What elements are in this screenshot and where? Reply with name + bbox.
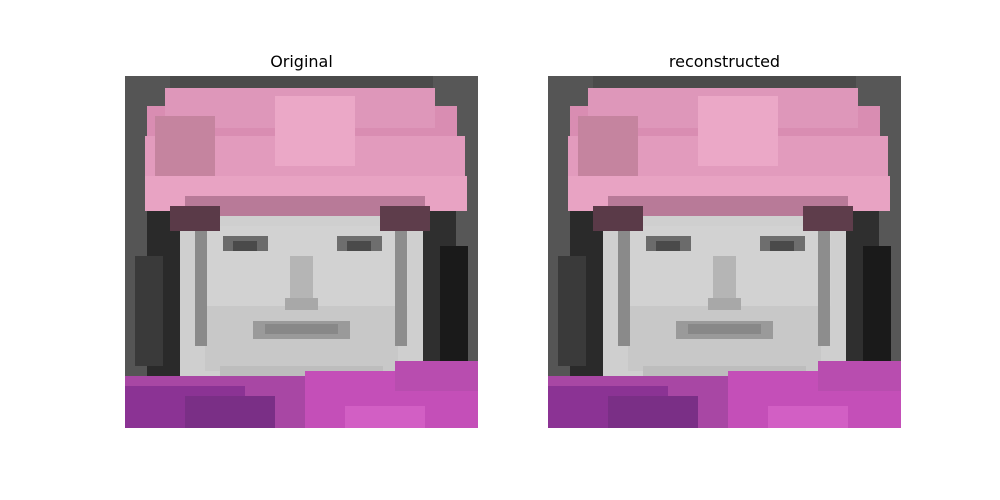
panel-title-original: Original <box>270 52 333 71</box>
reconstructed-image <box>548 76 901 428</box>
panel-title-reconstructed: reconstructed <box>668 52 781 71</box>
original-image <box>125 76 478 428</box>
